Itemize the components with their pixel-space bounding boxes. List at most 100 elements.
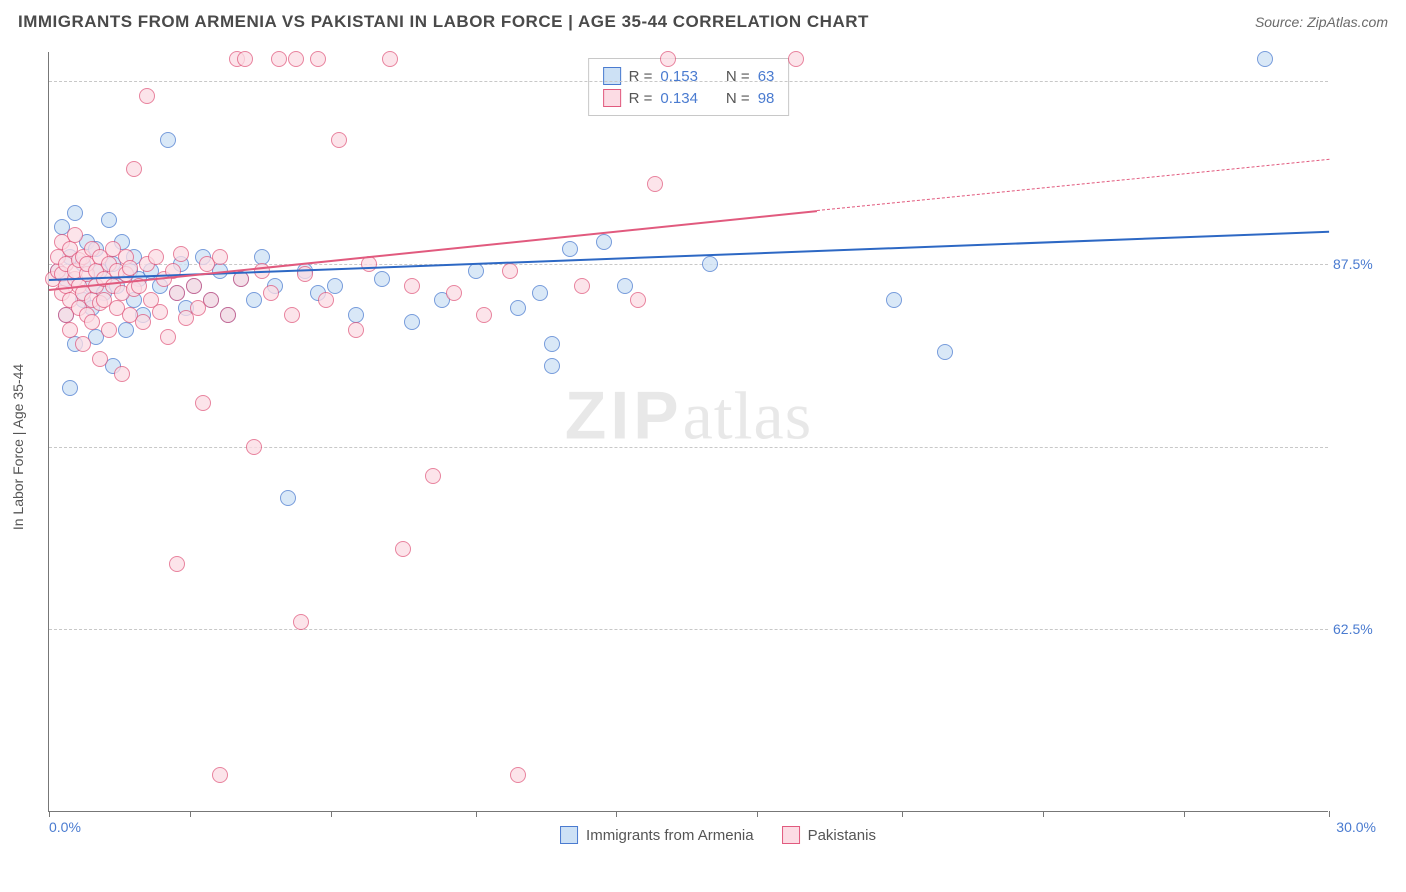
legend-swatch-armenia bbox=[560, 826, 578, 844]
legend-stats-row: R = 0.153 N = 63 bbox=[603, 65, 775, 87]
x-tick-mark bbox=[1329, 811, 1330, 817]
legend-swatch-armenia bbox=[603, 67, 621, 85]
legend-label: Pakistanis bbox=[808, 827, 876, 844]
gridline-h bbox=[49, 629, 1328, 630]
page-title: IMMIGRANTS FROM ARMENIA VS PAKISTANI IN … bbox=[18, 12, 869, 32]
x-tick-mark bbox=[902, 811, 903, 817]
data-point bbox=[348, 322, 364, 338]
data-point bbox=[186, 278, 202, 294]
data-point bbox=[617, 278, 633, 294]
x-tick-label: 0.0% bbox=[49, 819, 81, 835]
r-value-pakistani: 0.134 bbox=[660, 90, 698, 107]
source-label: Source: ZipAtlas.com bbox=[1255, 14, 1388, 30]
data-point bbox=[173, 246, 189, 262]
data-point bbox=[203, 292, 219, 308]
data-point bbox=[544, 336, 560, 352]
r-label: R = bbox=[629, 90, 653, 107]
trend-line bbox=[49, 210, 817, 291]
correlation-chart: ZIPatlas R = 0.153 N = 63 R = 0.134 N = … bbox=[48, 52, 1388, 842]
legend-series: Immigrants from Armenia Pakistanis bbox=[560, 826, 876, 844]
data-point bbox=[246, 439, 262, 455]
data-point bbox=[84, 314, 100, 330]
data-point bbox=[446, 285, 462, 301]
x-tick-mark bbox=[616, 811, 617, 817]
data-point bbox=[212, 249, 228, 265]
data-point bbox=[101, 212, 117, 228]
data-point bbox=[937, 344, 953, 360]
x-tick-mark bbox=[1043, 811, 1044, 817]
x-tick-mark bbox=[476, 811, 477, 817]
data-point bbox=[510, 767, 526, 783]
data-point bbox=[532, 285, 548, 301]
x-tick-mark bbox=[331, 811, 332, 817]
data-point bbox=[476, 307, 492, 323]
data-point bbox=[75, 336, 91, 352]
data-point bbox=[284, 307, 300, 323]
data-point bbox=[374, 271, 390, 287]
data-point bbox=[544, 358, 560, 374]
data-point bbox=[647, 176, 663, 192]
legend-stats: R = 0.153 N = 63 R = 0.134 N = 98 bbox=[588, 58, 790, 116]
x-tick-mark bbox=[1184, 811, 1185, 817]
watermark-rest: atlas bbox=[683, 378, 813, 454]
n-label: N = bbox=[726, 90, 750, 107]
data-point bbox=[263, 285, 279, 301]
data-point bbox=[788, 51, 804, 67]
legend-swatch-pakistani bbox=[603, 89, 621, 107]
data-point bbox=[220, 307, 236, 323]
data-point bbox=[118, 322, 134, 338]
data-point bbox=[702, 256, 718, 272]
data-point bbox=[327, 278, 343, 294]
data-point bbox=[630, 292, 646, 308]
data-point bbox=[212, 767, 228, 783]
data-point bbox=[114, 366, 130, 382]
data-point bbox=[288, 51, 304, 67]
x-tick-mark bbox=[49, 811, 50, 817]
data-point bbox=[510, 300, 526, 316]
data-point bbox=[126, 161, 142, 177]
data-point bbox=[310, 51, 326, 67]
data-point bbox=[92, 351, 108, 367]
data-point bbox=[152, 304, 168, 320]
y-tick-label: 62.5% bbox=[1333, 621, 1388, 637]
legend-label: Immigrants from Armenia bbox=[586, 827, 754, 844]
legend-swatch-pakistani bbox=[782, 826, 800, 844]
legend-stats-row: R = 0.134 N = 98 bbox=[603, 87, 775, 109]
data-point bbox=[318, 292, 334, 308]
data-point bbox=[886, 292, 902, 308]
watermark: ZIPatlas bbox=[565, 377, 812, 456]
data-point bbox=[139, 88, 155, 104]
legend-item-armenia: Immigrants from Armenia bbox=[560, 826, 754, 844]
data-point bbox=[246, 292, 262, 308]
data-point bbox=[574, 278, 590, 294]
data-point bbox=[148, 249, 164, 265]
data-point bbox=[62, 322, 78, 338]
data-point bbox=[596, 234, 612, 250]
gridline-h bbox=[49, 264, 1328, 265]
x-tick-mark bbox=[190, 811, 191, 817]
data-point bbox=[280, 490, 296, 506]
trend-line bbox=[49, 230, 1329, 280]
gridline-h bbox=[49, 81, 1328, 82]
data-point bbox=[62, 380, 78, 396]
data-point bbox=[67, 205, 83, 221]
watermark-bold: ZIP bbox=[565, 378, 683, 454]
data-point bbox=[382, 51, 398, 67]
data-point bbox=[122, 260, 138, 276]
data-point bbox=[160, 132, 176, 148]
x-tick-mark bbox=[757, 811, 758, 817]
data-point bbox=[348, 307, 364, 323]
y-axis-title: In Labor Force | Age 35-44 bbox=[10, 364, 26, 530]
plot-area: ZIPatlas R = 0.153 N = 63 R = 0.134 N = … bbox=[48, 52, 1328, 812]
data-point bbox=[237, 51, 253, 67]
x-tick-label: 30.0% bbox=[1336, 819, 1376, 835]
data-point bbox=[404, 278, 420, 294]
data-point bbox=[562, 241, 578, 257]
data-point bbox=[101, 322, 117, 338]
n-value-pakistani: 98 bbox=[758, 90, 775, 107]
data-point bbox=[195, 395, 211, 411]
data-point bbox=[254, 249, 270, 265]
data-point bbox=[135, 314, 151, 330]
data-point bbox=[468, 263, 484, 279]
data-point bbox=[660, 51, 676, 67]
